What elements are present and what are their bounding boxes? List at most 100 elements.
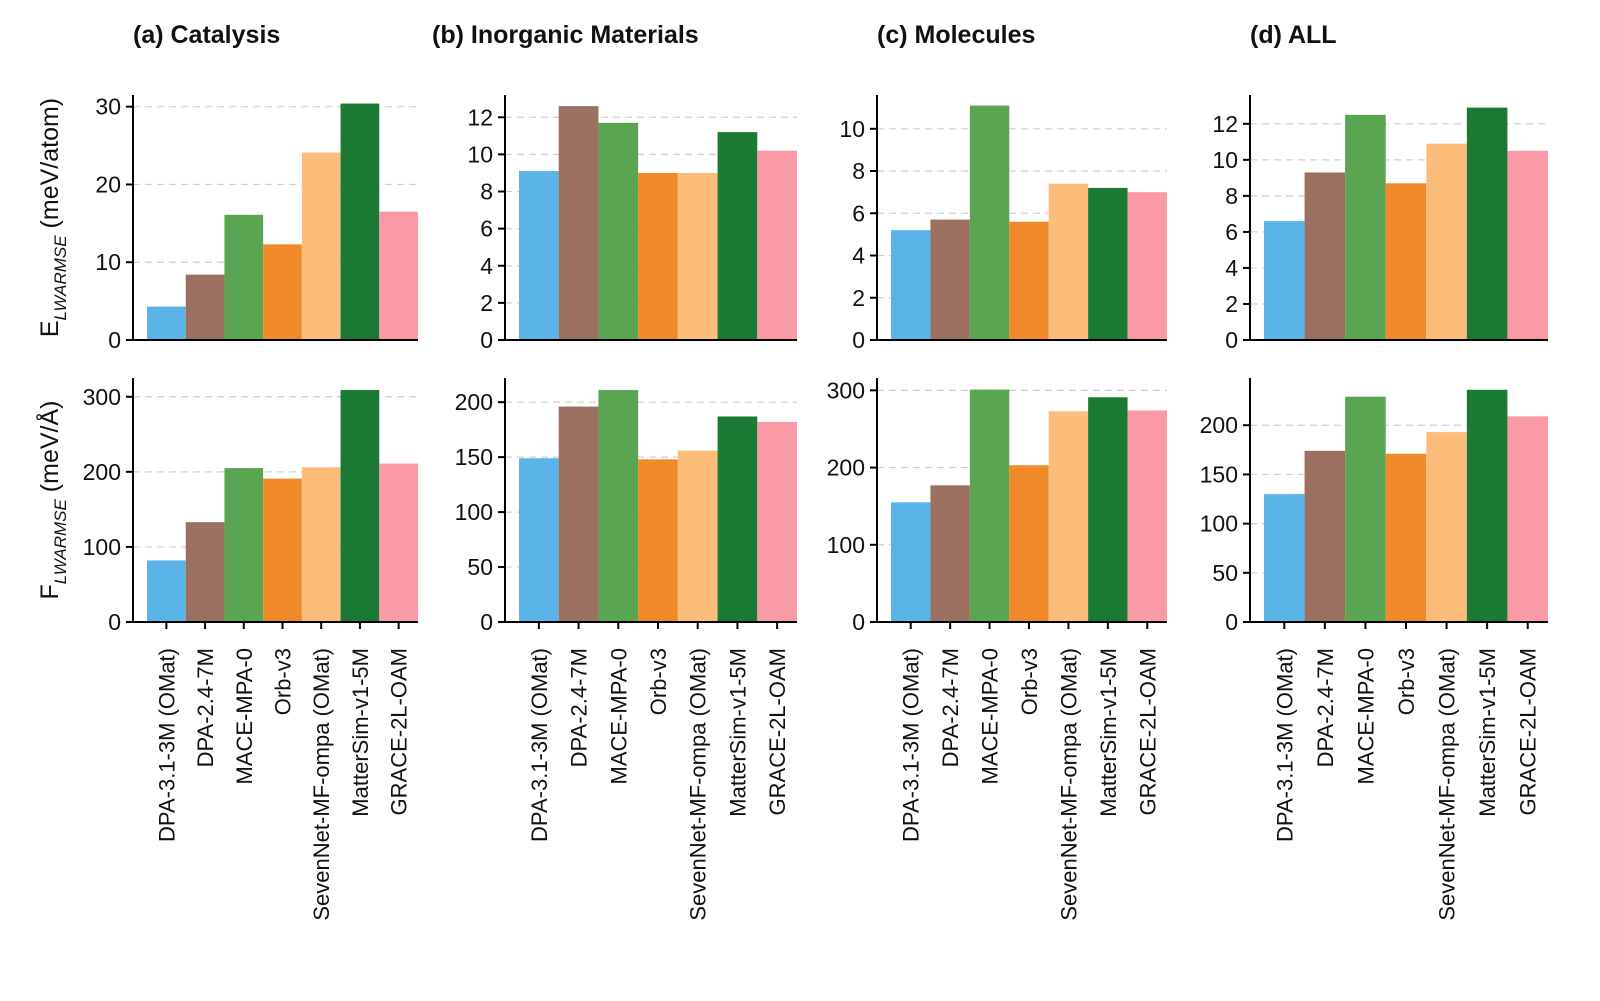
y-tick-label: 300 (827, 377, 865, 403)
x-category-label: Orb-v3 (1394, 648, 1419, 715)
x-category-label: GRACE-2L-OAM (1135, 648, 1160, 815)
y-tick-label: 0 (852, 609, 865, 635)
bar-energy-0 (519, 171, 559, 340)
ylabel-unit: (meV/atom) (36, 98, 64, 236)
x-category-label: MatterSim-v1-5M (1096, 648, 1121, 817)
y-tick-label: 150 (1200, 461, 1238, 487)
axis-lines (504, 378, 797, 623)
bar-energy-3 (638, 172, 678, 340)
energy-subplot: 0 2 4 6 8 10 12 (1212, 95, 1548, 353)
axis-lines (132, 378, 418, 623)
bar-energy-5 (1466, 107, 1508, 340)
x-category-label: MatterSim-v1-5M (725, 648, 750, 817)
energy-subplot: 0 2 4 6 8 10 12 (467, 95, 797, 353)
y-tick-label: 200 (455, 389, 493, 415)
bar-energy-4 (677, 172, 718, 340)
bar-energy-1 (185, 274, 225, 340)
x-category-label: GRACE-2L-OAM (387, 648, 412, 815)
axis-lines (1249, 95, 1548, 341)
force-subplot: 0 50 100 150 200 DPA-3.1-3M (OMat) DPA-2.4-7M M… (1200, 378, 1548, 921)
x-category-label: MACE-MPA-0 (232, 648, 257, 785)
x-category-label: DPA-2.4-7M (193, 648, 218, 767)
bar-energy-5 (1088, 187, 1128, 340)
panel-title: (d) ALL (1250, 21, 1337, 49)
panel-0: (a) Catalysis01020300100200300DPA-3.1-3M… (83, 21, 418, 921)
y-tick-label: 12 (1212, 111, 1238, 137)
axis-lines (504, 95, 797, 341)
y-tick-label: 100 (455, 499, 493, 525)
bar-energy-4 (301, 152, 341, 340)
x-category-label: MACE-MPA-0 (606, 648, 631, 785)
bar-force-1 (558, 406, 599, 622)
y-tick-label: 0 (108, 327, 121, 353)
bar-energy-5 (340, 103, 380, 340)
bar-force-4 (301, 467, 341, 622)
y-tick-label: 4 (480, 253, 493, 279)
bar-force-2 (969, 389, 1010, 622)
bar-energy-4 (1426, 143, 1467, 340)
y-tick-label: 0 (852, 327, 865, 353)
x-category-label: SevenNet-MF-ompa (OMat) (1056, 648, 1081, 921)
bar-energy-6 (379, 211, 418, 340)
x-category-label: Orb-v3 (646, 648, 671, 715)
bar-energy-6 (1127, 192, 1167, 340)
y-tick-label: 8 (480, 179, 493, 205)
ylabel-main: E (36, 320, 64, 337)
bar-force-6 (1507, 416, 1548, 622)
y-tick-label: 300 (83, 384, 121, 410)
x-category-label: MatterSim-v1-5M (348, 648, 373, 817)
x-category-label: GRACE-2L-OAM (765, 648, 790, 815)
bar-force-0 (891, 502, 931, 622)
panel-title: (c) Molecules (877, 21, 1035, 49)
panel-title: (a) Catalysis (133, 21, 280, 49)
x-category-label: Orb-v3 (271, 648, 296, 715)
ylabel-main: F (36, 584, 64, 599)
y-tick-label: 4 (852, 243, 865, 269)
energy-subplot: 0 10 20 30 (95, 94, 418, 353)
panel-2: (c) Molecules02468100100200300DPA-3.1-3M… (827, 21, 1167, 921)
y-tick-label: 100 (83, 534, 121, 560)
y-tick-label: 200 (83, 459, 121, 485)
y-tick-label: 10 (467, 141, 493, 167)
x-category-label: Orb-v3 (1017, 648, 1042, 715)
y-tick-label: 6 (852, 200, 865, 226)
y-tick-label: 10 (1212, 147, 1238, 173)
y-tick-label: 200 (827, 455, 865, 481)
x-category-label: MACE-MPA-0 (1353, 648, 1378, 785)
bar-energy-0 (147, 306, 186, 340)
bar-energy-3 (1009, 221, 1049, 340)
bar-force-3 (1009, 465, 1049, 622)
bar-force-6 (1127, 410, 1167, 622)
panel-3: (d) ALL 0 2 4 6 8 10 12 0 50 100 150 200 DPA-3.1-3M (… (1200, 21, 1548, 921)
panel-1: (b) Inorganic Materials 0 2 4 6 8 10 12 0 50 100 15… (432, 21, 797, 921)
bar-energy-2 (598, 122, 639, 340)
bar-force-3 (638, 459, 678, 622)
bar-force-0 (1264, 494, 1305, 622)
bar-energy-0 (1264, 221, 1305, 340)
axis-lines (132, 95, 418, 341)
energy-ylabel: ELWARMSE (meV/atom) (36, 98, 70, 337)
force-subplot: 0 50 100 150 200 DPA-3.1-3M (OMat) DPA-2.4-7M M… (455, 378, 797, 921)
bar-energy-4 (1048, 183, 1089, 340)
y-tick-label: 10 (95, 249, 121, 275)
y-tick-label: 6 (1225, 219, 1238, 245)
panel-title: (b) Inorganic Materials (432, 21, 699, 49)
bar-force-6 (757, 421, 797, 622)
bar-force-0 (147, 560, 186, 622)
x-category-label: DPA-3.1-3M (OMat) (527, 648, 552, 842)
bar-force-1 (1304, 450, 1346, 622)
bar-force-4 (1426, 432, 1467, 622)
x-category-label: SevenNet-MF-ompa (OMat) (309, 648, 334, 921)
bar-force-4 (1048, 411, 1089, 622)
bar-energy-1 (930, 219, 970, 340)
y-tick-label: 10 (839, 116, 865, 142)
bar-force-5 (1088, 397, 1128, 622)
bar-energy-5 (717, 132, 758, 340)
x-category-label: DPA-2.4-7M (938, 648, 963, 767)
ylabel-subscript: LWARMSE (51, 499, 70, 585)
y-tick-label: 2 (852, 285, 865, 311)
bar-energy-3 (263, 244, 302, 340)
y-tick-label: 0 (1225, 609, 1238, 635)
bar-force-2 (224, 468, 264, 622)
axis-lines (1249, 378, 1548, 623)
